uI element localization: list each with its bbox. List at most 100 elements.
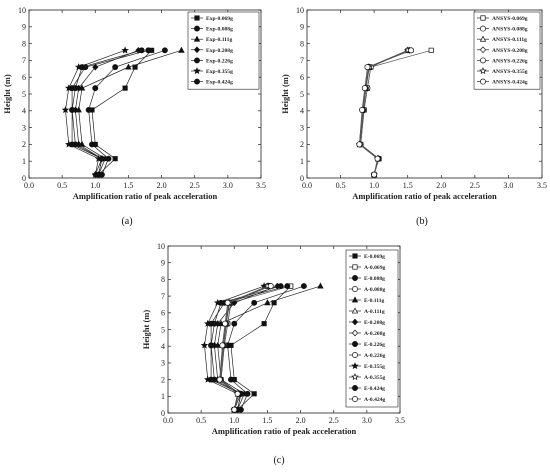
legend-label: A-0.208g [364, 331, 385, 337]
x-tick-label: 1.0 [369, 181, 379, 190]
y-tick-label: 0 [300, 174, 304, 183]
y-tick-label: 4 [161, 342, 165, 351]
legend-marker [479, 35, 487, 42]
data-point [79, 64, 85, 71]
legend-marker [194, 25, 200, 32]
x-tick-label: 3.5 [256, 181, 266, 190]
y-tick-label: 1 [22, 157, 26, 166]
data-point [408, 47, 415, 54]
y-tick-label: 9 [300, 23, 304, 32]
legend-marker [194, 57, 200, 64]
data-point [251, 299, 258, 306]
data-point [317, 282, 324, 289]
legend-label: ANSYS-0.069g [492, 16, 528, 22]
y-tick-label: 8 [161, 275, 165, 284]
y-tick-label: 10 [18, 6, 26, 15]
legend-label: E-0.208g [364, 320, 385, 326]
data-point [428, 47, 434, 53]
data-point [284, 283, 291, 290]
legend-label: ANSYS-0.424g [492, 80, 528, 86]
data-point [261, 321, 267, 327]
y-axis-label: Height (m) [2, 74, 12, 114]
data-point [264, 299, 271, 306]
x-tick-label: 3.5 [395, 416, 405, 425]
data-point [112, 156, 118, 162]
x-tick-label: 1.5 [262, 416, 272, 425]
x-tick-label: 3.0 [503, 181, 513, 190]
legend-marker [352, 341, 358, 347]
x-tick-label: 0.0 [163, 416, 173, 425]
x-tick-label: 2.0 [157, 181, 167, 190]
x-tick-label: 1.0 [90, 181, 100, 190]
y-tick-label: 6 [22, 73, 26, 82]
legend-marker [352, 275, 358, 281]
data-point [95, 171, 102, 178]
x-tick-label: 1.5 [403, 181, 413, 190]
data-point [92, 63, 99, 71]
y-tick-label: 6 [161, 309, 165, 318]
chart-panel-3: 0.0 0.5 1.0 1.5 2.0 2.5 3.0 3.5 0 1 2 3 4 5 6 7 8 9 10 Ampl… [141, 242, 405, 436]
data-point [300, 283, 307, 290]
data-point [89, 141, 95, 148]
legend-label: A-0.088g [364, 287, 385, 293]
legend-label: Exp-0.069g [206, 16, 233, 22]
x-tick-label: 1.0 [229, 416, 239, 425]
series-7 [69, 47, 145, 178]
data-point [356, 141, 363, 148]
data-point [161, 47, 168, 54]
legend-marker [351, 373, 359, 381]
legend-marker [193, 67, 201, 75]
data-point [208, 376, 215, 383]
x-tick-label: 0.0 [24, 181, 34, 190]
y-tick-label: 0 [22, 174, 26, 183]
legend-marker [351, 296, 359, 303]
legend-label: E-0.088g [364, 276, 385, 282]
legend-marker [351, 362, 359, 370]
x-tick-label: 2.0 [296, 416, 306, 425]
legend-label: ANSYS-0.111g [492, 37, 527, 43]
data-point [69, 141, 76, 148]
legend-marker [352, 264, 358, 270]
y-tick-label: 6 [300, 73, 304, 82]
y-tick-label: 8 [300, 39, 304, 48]
y-tick-label: 7 [300, 56, 304, 65]
data-point [85, 107, 92, 113]
legend-marker [479, 46, 487, 54]
legend-marker [480, 15, 486, 21]
legend-box [187, 11, 260, 90]
y-tick-label: 5 [300, 90, 304, 99]
y-tick-label: 2 [161, 375, 165, 384]
data-point [92, 85, 99, 92]
legend-label: Exp-0.355g [206, 69, 233, 75]
x-tick-label: 2.5 [329, 416, 339, 425]
legend-box [345, 249, 399, 408]
data-point [211, 320, 218, 327]
legend-marker [352, 385, 358, 391]
legend-marker [480, 57, 486, 64]
x-axis-label: Amplification ratio of peak acceleration [73, 191, 218, 201]
data-point [359, 107, 366, 113]
chart-panel-2: 0.0 0.5 1.0 1.5 2.0 2.5 3.0 3.5 0 1 2 3 4 5 6 7 8 9 10 Ampl… [280, 6, 547, 201]
legend-label: A-0.111g [364, 309, 385, 315]
data-point [125, 63, 132, 70]
series-7 [356, 47, 415, 178]
data-point [231, 406, 238, 413]
legend-label: E-0.111g [364, 298, 385, 304]
legend-label: ANSYS-0.226g [492, 58, 528, 64]
legend-marker [480, 25, 486, 32]
legend-marker [194, 78, 200, 85]
y-tick-label: 3 [161, 359, 165, 368]
legend-label: A-0.226g [364, 353, 385, 359]
legend-marker [351, 329, 359, 337]
y-tick-label: 10 [296, 6, 304, 15]
data-point [231, 320, 238, 327]
x-tick-label: 2.0 [436, 181, 446, 190]
data-point [364, 64, 371, 71]
x-axis-label: Amplification ratio of peak acceleration [212, 426, 357, 436]
legend-marker [352, 286, 358, 292]
data-point [218, 299, 224, 306]
data-point [200, 341, 209, 349]
legend-marker [193, 46, 201, 54]
data-point [371, 171, 378, 178]
